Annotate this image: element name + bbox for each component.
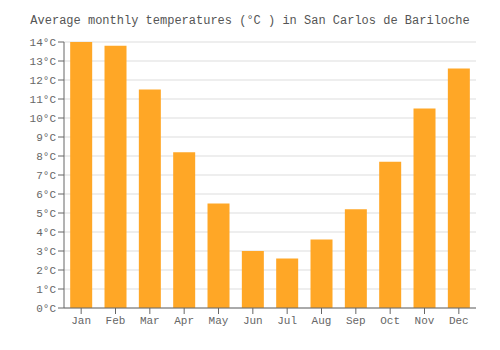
svg-text:Dec: Dec (449, 315, 469, 327)
svg-text:0°C: 0°C (36, 303, 56, 315)
svg-text:7°C: 7°C (36, 170, 56, 182)
svg-text:14°C: 14°C (30, 37, 57, 49)
svg-text:May: May (209, 315, 229, 327)
svg-text:Feb: Feb (106, 315, 126, 327)
svg-text:9°C: 9°C (36, 132, 56, 144)
svg-text:Sep: Sep (346, 315, 366, 327)
svg-text:Mar: Mar (140, 315, 160, 327)
svg-text:10°C: 10°C (30, 113, 57, 125)
html-text:Average monthly temperatures (: Average monthly temperatures (°C ) in Sa… (30, 14, 470, 28)
svg-text:5°C: 5°C (36, 208, 56, 220)
svg-text:Apr: Apr (174, 315, 194, 327)
svg-text:Oct: Oct (380, 315, 400, 327)
svg-text:Aug: Aug (312, 315, 332, 327)
svg-text:11°C: 11°C (30, 94, 57, 106)
svg-text:4°C: 4°C (36, 227, 56, 239)
svg-text:2°C: 2°C (36, 265, 56, 277)
svg-text:Jan: Jan (71, 315, 91, 327)
svg-text:13°C: 13°C (30, 56, 57, 68)
svg-text:8°C: 8°C (36, 151, 56, 163)
svg-text:3°C: 3°C (36, 246, 56, 258)
svg-text:1°C: 1°C (36, 284, 56, 296)
svg-text:Jun: Jun (243, 315, 263, 327)
svg-text:Jul: Jul (277, 315, 297, 327)
svg-text:12°C: 12°C (30, 75, 57, 87)
svg-text:6°C: 6°C (36, 189, 56, 201)
svg-text:Nov: Nov (415, 315, 435, 327)
